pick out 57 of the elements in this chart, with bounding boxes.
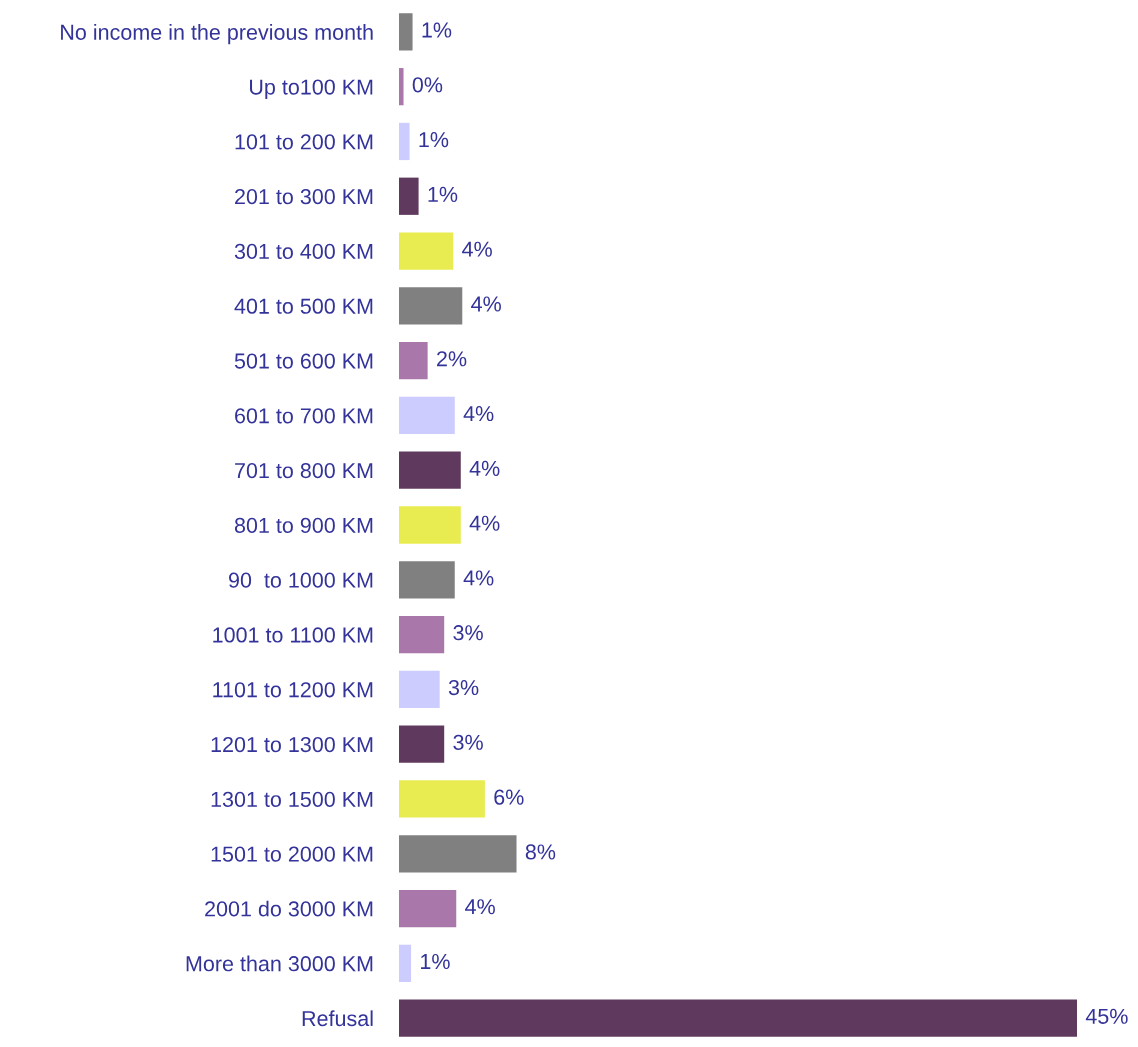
y-tick-label: 701 to 800 KM xyxy=(235,462,373,479)
bar xyxy=(399,615,445,654)
bar xyxy=(399,451,461,489)
data-label: 2% xyxy=(437,351,467,367)
y-tick-label: No income in the previous month xyxy=(61,24,373,45)
y-tick-label: 1501 to 2000 KM xyxy=(211,846,373,862)
data-label: 8% xyxy=(525,844,556,860)
data-label: 4% xyxy=(469,515,500,531)
bar xyxy=(399,68,404,106)
data-label: 4% xyxy=(463,570,494,586)
bar xyxy=(399,889,457,928)
data-label: 1% xyxy=(428,186,458,202)
data-label: 4% xyxy=(463,406,494,422)
data-label: 0% xyxy=(412,77,443,93)
bar xyxy=(399,232,454,270)
y-tick-label: 101 to 200 KM xyxy=(235,134,373,150)
data-label: 4% xyxy=(469,460,500,476)
data-label: 4% xyxy=(465,899,495,915)
y-tick-label: Refusal xyxy=(302,1010,373,1027)
y-tick-label: 301 to 400 KM xyxy=(234,243,373,260)
y-tick-label: 1001 to 1100 KM xyxy=(213,627,373,643)
bar xyxy=(399,122,410,161)
y-tick-label: 801 to 900 KM xyxy=(234,517,373,534)
bar xyxy=(399,177,419,215)
y-tick-label: 201 to 300 KM xyxy=(235,189,373,205)
bar xyxy=(399,13,413,51)
data-label: 3% xyxy=(453,734,483,750)
y-tick-label: 601 to 700 KM xyxy=(235,408,373,424)
bar xyxy=(399,944,412,982)
bar xyxy=(399,506,461,544)
y-tick-label: 1301 to 1500 KM xyxy=(211,791,373,807)
y-tick-label: More than 3000 KM xyxy=(186,955,373,972)
data-label: 1% xyxy=(419,132,449,148)
data-label: 4% xyxy=(462,241,492,257)
bar xyxy=(399,287,463,325)
data-label: 45% xyxy=(1085,1008,1128,1024)
data-label: 6% xyxy=(494,789,524,805)
bar xyxy=(399,670,440,709)
bar xyxy=(399,780,485,818)
y-tick-label: 2001 do 3000 KM xyxy=(205,900,373,917)
y-tick-label: 401 to 500 KM xyxy=(234,298,373,314)
data-label: 3% xyxy=(448,679,479,696)
data-label: 4% xyxy=(471,296,501,312)
bar xyxy=(399,561,455,599)
y-tick-label: 1201 to 1300 KM xyxy=(211,736,373,753)
y-tick-label: 501 to 600 KM xyxy=(234,353,373,369)
y-tick-label: 1101 to 1200 KM xyxy=(213,682,373,698)
bar xyxy=(399,999,1077,1037)
data-label: 1% xyxy=(421,953,450,970)
bar xyxy=(399,341,428,380)
bar xyxy=(399,835,517,873)
data-label: 1% xyxy=(422,22,452,38)
y-tick-label: 90 to 1000 KM xyxy=(229,572,373,588)
bar xyxy=(399,396,455,435)
bar xyxy=(399,725,445,763)
data-label: 3% xyxy=(453,625,483,641)
y-tick-label: Up to100 KM xyxy=(250,79,373,99)
